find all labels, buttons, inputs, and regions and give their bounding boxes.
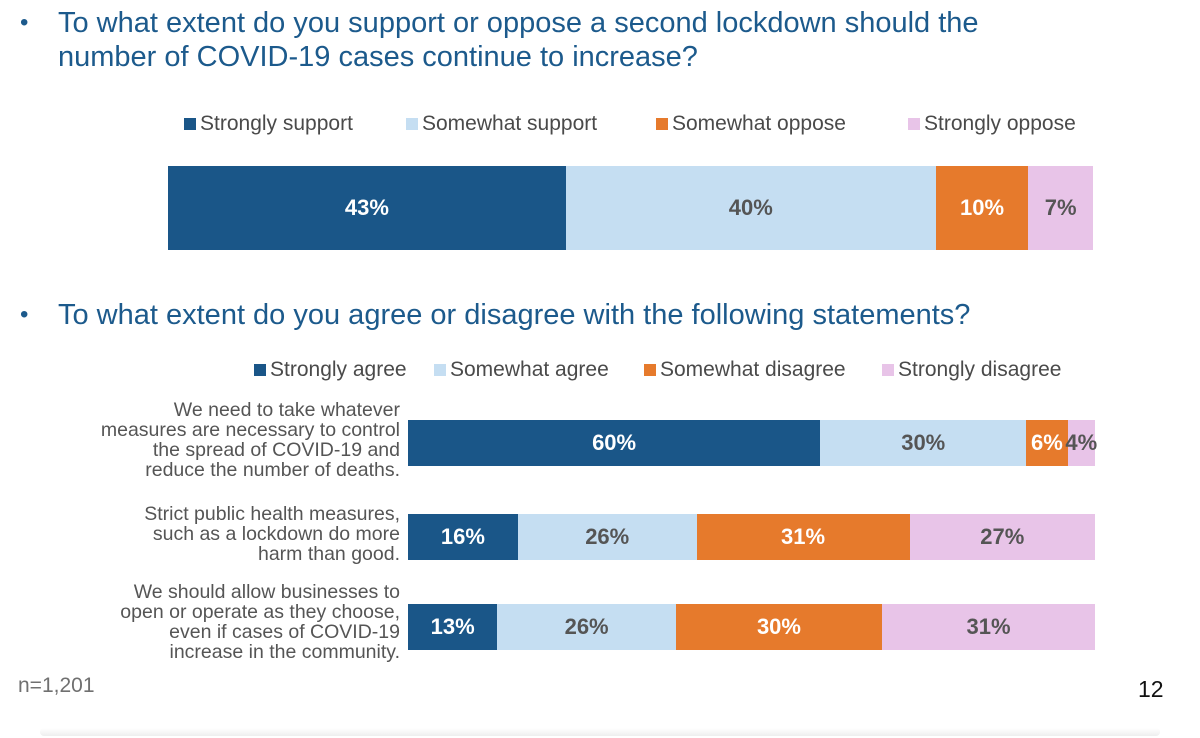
legend-label: Somewhat disagree — [660, 358, 846, 381]
bar-segment-somewhat-oppose: 10% — [935, 166, 1029, 250]
legend-swatch — [406, 118, 418, 130]
statement-label-line: such as a lockdown do more — [152, 523, 400, 545]
legend-swatch — [434, 364, 446, 376]
stacked-bar-row-1: 60% 30% 6% 4% — [408, 420, 1098, 466]
bar-segment-strongly-agree: 16% — [408, 514, 518, 560]
data-label: 26% — [585, 524, 630, 549]
legend-label: Somewhat oppose — [672, 112, 846, 135]
legend-label: Strongly oppose — [924, 112, 1076, 135]
stacked-bar-row-2: 16% 26% 31% 27% — [408, 514, 1095, 560]
statement-label-line: even if cases of COVID-19 — [169, 621, 400, 643]
data-label: 31% — [780, 524, 826, 549]
legend-swatch — [184, 118, 196, 130]
data-label: 10% — [959, 195, 1005, 220]
bar-segment-somewhat-disagree: 31% — [696, 514, 910, 560]
data-label: 6% — [1031, 430, 1063, 455]
bar-segment-strongly-support: 43% — [168, 166, 566, 250]
legend-label: Somewhat agree — [450, 358, 609, 381]
data-label: 7% — [1044, 195, 1077, 220]
data-label: 26% — [564, 614, 609, 639]
bar-segment-strongly-agree: 13% — [408, 604, 498, 650]
statement-label-line: increase in the community. — [169, 641, 401, 663]
statement-label-line: the spread of COVID-19 and — [152, 439, 400, 461]
legend-swatch — [254, 364, 266, 376]
data-label: 4% — [1065, 430, 1098, 455]
bar-segment-somewhat-agree: 26% — [517, 514, 697, 560]
data-label: 43% — [344, 195, 389, 220]
support-oppose-chart: 43% 40% 10% 7% — [168, 166, 1093, 250]
data-label: 16% — [440, 524, 485, 549]
question-1-line-2: number of COVID-19 cases continue to inc… — [58, 41, 698, 73]
legend-label: Strongly agree — [270, 358, 407, 381]
legend-swatch — [656, 118, 668, 130]
legend-swatch — [882, 364, 894, 376]
statement-label-2: Strict public health measures, such as a… — [0, 504, 400, 564]
statement-label-1: We need to take whatever measures are ne… — [0, 400, 400, 480]
data-label: 40% — [728, 195, 773, 220]
data-label: 30% — [901, 430, 946, 455]
statement-label-3: We should allow businesses to open or op… — [0, 582, 400, 662]
bar-segment-somewhat-disagree: 6% — [1026, 420, 1068, 466]
data-label: 31% — [966, 614, 1011, 639]
slide-bottom-shadow — [40, 728, 1160, 736]
sample-size-note: n=1,201 — [18, 674, 95, 697]
question-2-text: To what extent do you agree or disagree … — [58, 299, 971, 331]
bar-segment-strongly-oppose: 7% — [1028, 166, 1093, 250]
bar-segment-strongly-disagree: 27% — [909, 514, 1095, 560]
data-label: 13% — [430, 614, 475, 639]
bar-segment-somewhat-support: 40% — [565, 166, 936, 250]
question-1-line-1: To what extent do you support or oppose … — [58, 7, 979, 39]
statement-label-line: harm than good. — [257, 543, 400, 565]
legend-label: Strongly support — [200, 112, 353, 135]
page-number: 12 — [1138, 676, 1164, 702]
legend-swatch — [644, 364, 656, 376]
bar-segment-strongly-agree: 60% — [408, 420, 821, 466]
agree-disagree-chart: 60% 30% 6% 4% 16% 26% 31% 27% 13% 26% 30% 31% — [408, 418, 1098, 650]
bar-segment-somewhat-agree: 26% — [497, 604, 676, 650]
statement-label-line: Strict public health measures, — [144, 503, 400, 525]
bar-segment-strongly-disagree: 4% — [1065, 420, 1098, 466]
data-label: 60% — [592, 430, 637, 455]
bullet-icon: • — [20, 301, 29, 328]
statement-label-line: We should allow businesses to — [133, 581, 400, 603]
stacked-bar-row-1: 43% 40% 10% 7% — [168, 166, 1093, 250]
legend-label: Somewhat support — [422, 112, 598, 135]
data-label: 27% — [980, 524, 1025, 549]
bar-segment-strongly-disagree: 31% — [882, 604, 1095, 650]
legend-label: Strongly disagree — [898, 358, 1062, 381]
data-label: 30% — [756, 614, 801, 639]
question-1-text: To what extent do you support or oppose … — [58, 6, 979, 74]
statement-label-line: reduce the number of deaths. — [145, 459, 400, 481]
stacked-bar-row-3: 13% 26% 30% 31% — [408, 604, 1095, 650]
statement-label-line: open or operate as they choose, — [120, 601, 400, 623]
legend-swatch — [908, 118, 920, 130]
bullet-icon: • — [20, 9, 29, 36]
bar-segment-somewhat-agree: 30% — [820, 420, 1027, 466]
bar-segment-somewhat-disagree: 30% — [675, 604, 883, 650]
statement-label-line: We need to take whatever — [173, 399, 400, 421]
statement-label-line: measures are necessary to control — [100, 419, 400, 441]
